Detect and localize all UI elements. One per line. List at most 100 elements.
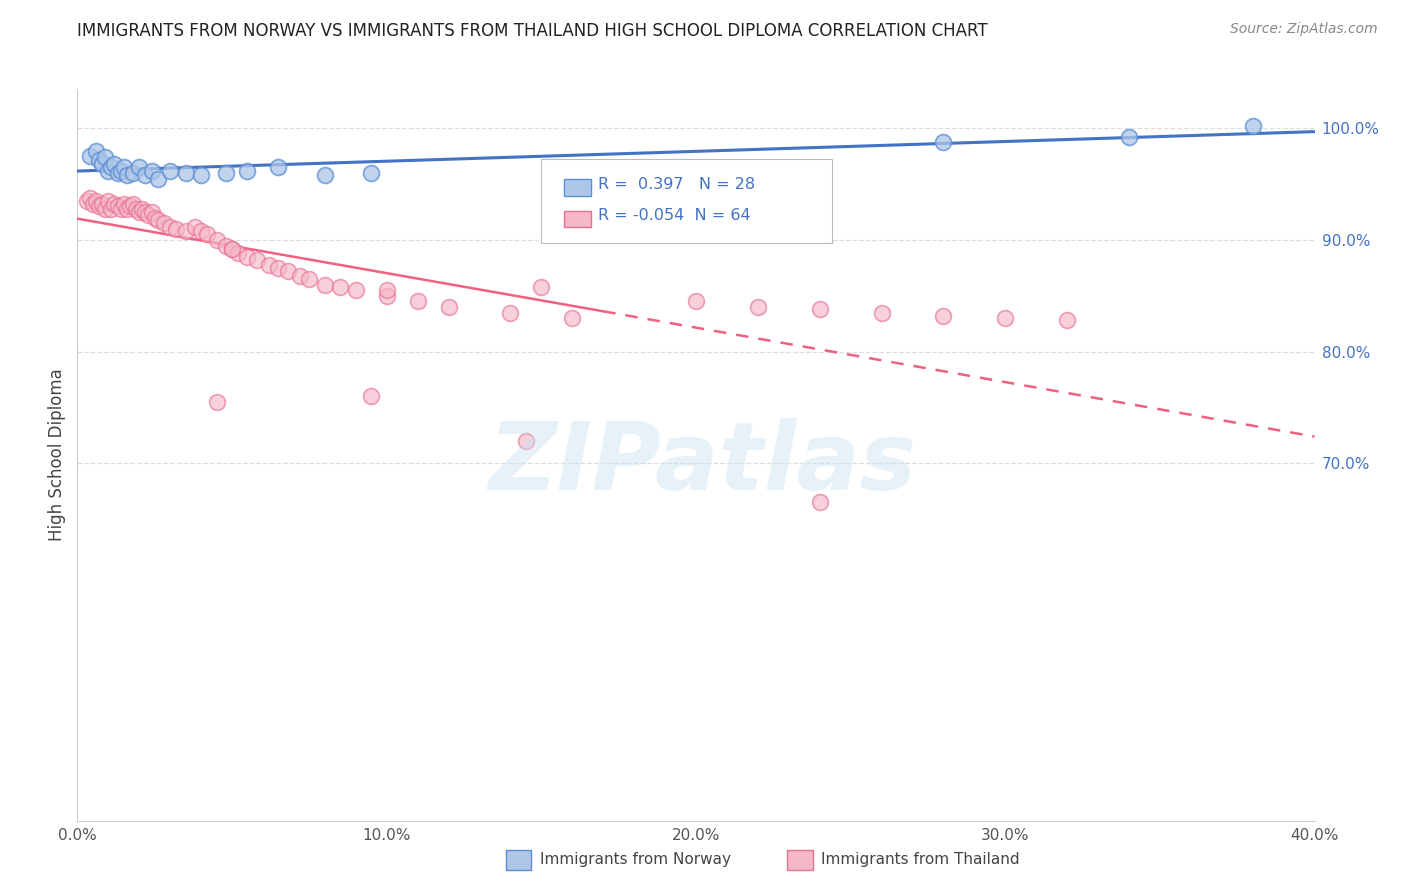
Point bbox=[97, 194, 120, 208]
Point bbox=[314, 168, 336, 182]
Point bbox=[153, 216, 176, 230]
Point bbox=[110, 163, 132, 178]
Point bbox=[215, 166, 238, 180]
Point bbox=[87, 199, 110, 213]
Point bbox=[221, 242, 243, 256]
Point bbox=[1118, 130, 1140, 145]
Point bbox=[107, 166, 129, 180]
Text: IMMIGRANTS FROM NORWAY VS IMMIGRANTS FROM THAILAND HIGH SCHOOL DIPLOMA CORRELATI: IMMIGRANTS FROM NORWAY VS IMMIGRANTS FRO… bbox=[77, 22, 988, 40]
Point bbox=[685, 294, 707, 309]
Point bbox=[174, 224, 197, 238]
Point bbox=[110, 202, 132, 216]
Point bbox=[115, 168, 138, 182]
Point bbox=[994, 311, 1017, 326]
Text: Source: ZipAtlas.com: Source: ZipAtlas.com bbox=[1230, 22, 1378, 37]
Point bbox=[236, 163, 259, 178]
Point bbox=[808, 495, 831, 509]
Point bbox=[246, 253, 269, 268]
Point bbox=[107, 199, 129, 213]
Point bbox=[141, 205, 163, 219]
Y-axis label: High School Diploma: High School Diploma bbox=[48, 368, 66, 541]
Point bbox=[138, 208, 160, 222]
Point bbox=[82, 197, 104, 211]
Point bbox=[94, 150, 117, 164]
Point bbox=[226, 246, 249, 260]
Point bbox=[1056, 313, 1078, 327]
Point bbox=[122, 197, 145, 211]
Point bbox=[97, 163, 120, 178]
Point bbox=[360, 166, 382, 180]
Point bbox=[122, 166, 145, 180]
Text: Immigrants from Thailand: Immigrants from Thailand bbox=[821, 853, 1019, 867]
Text: R =  0.397   N = 28: R = 0.397 N = 28 bbox=[598, 177, 755, 192]
Point bbox=[128, 205, 150, 219]
Point bbox=[267, 161, 290, 175]
Point bbox=[134, 168, 156, 182]
Point bbox=[298, 272, 321, 286]
Text: Immigrants from Norway: Immigrants from Norway bbox=[540, 853, 731, 867]
FancyBboxPatch shape bbox=[541, 159, 832, 243]
Point bbox=[84, 144, 107, 158]
Point bbox=[79, 149, 101, 163]
Point bbox=[112, 197, 135, 211]
Point bbox=[141, 163, 163, 178]
Point bbox=[277, 264, 299, 278]
Point bbox=[91, 157, 114, 171]
Point bbox=[515, 434, 537, 448]
Point bbox=[103, 197, 125, 211]
Point bbox=[530, 280, 553, 294]
Point bbox=[115, 202, 138, 216]
Point bbox=[87, 153, 110, 167]
Point bbox=[437, 300, 460, 314]
Point bbox=[205, 233, 228, 247]
Point bbox=[100, 161, 122, 175]
Point bbox=[190, 224, 212, 238]
Point bbox=[112, 161, 135, 175]
Point bbox=[499, 305, 522, 319]
Point bbox=[125, 202, 148, 216]
Point bbox=[159, 219, 181, 234]
Point bbox=[195, 227, 218, 242]
Point bbox=[375, 283, 398, 297]
Point bbox=[165, 221, 187, 235]
Point bbox=[79, 190, 101, 204]
Point bbox=[288, 268, 311, 283]
Bar bbox=[564, 211, 591, 227]
Point bbox=[747, 300, 769, 314]
Point bbox=[1241, 119, 1264, 133]
Point bbox=[76, 194, 98, 208]
Point bbox=[561, 311, 583, 326]
Point bbox=[257, 258, 280, 272]
Point bbox=[375, 289, 398, 303]
Bar bbox=[564, 179, 591, 196]
Point bbox=[344, 283, 367, 297]
Text: ZIPatlas: ZIPatlas bbox=[489, 417, 917, 510]
Point bbox=[94, 202, 117, 216]
Point bbox=[932, 135, 955, 149]
Point bbox=[118, 199, 141, 213]
Point bbox=[808, 302, 831, 317]
Point bbox=[190, 168, 212, 182]
Point bbox=[131, 202, 153, 216]
Point bbox=[215, 238, 238, 252]
Text: R = -0.054  N = 64: R = -0.054 N = 64 bbox=[598, 208, 751, 223]
Point bbox=[205, 395, 228, 409]
Point bbox=[100, 202, 122, 216]
Point bbox=[103, 157, 125, 171]
Point bbox=[932, 309, 955, 323]
Point bbox=[870, 305, 893, 319]
Point bbox=[174, 166, 197, 180]
Point bbox=[91, 197, 114, 211]
Point bbox=[406, 294, 429, 309]
Point bbox=[267, 260, 290, 275]
Point bbox=[159, 163, 181, 178]
Point bbox=[314, 277, 336, 292]
Point bbox=[360, 389, 382, 403]
Point bbox=[184, 219, 207, 234]
Point bbox=[146, 171, 169, 186]
Point bbox=[236, 250, 259, 264]
Point bbox=[146, 212, 169, 227]
Point bbox=[84, 194, 107, 208]
Point bbox=[221, 242, 243, 256]
Point bbox=[134, 205, 156, 219]
